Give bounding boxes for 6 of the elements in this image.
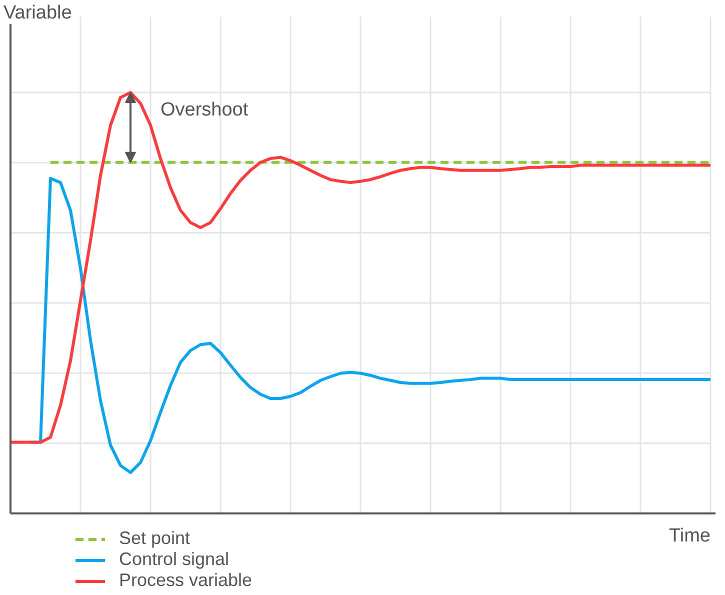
legend-label: Set point — [119, 528, 190, 549]
annotation: Overshoot — [160, 99, 249, 120]
legend-label: Control signal — [119, 549, 230, 570]
x-axis-title: Time — [668, 525, 711, 546]
y-axis-title: Variable — [4, 2, 72, 24]
legend-label: Process variable — [119, 570, 252, 591]
